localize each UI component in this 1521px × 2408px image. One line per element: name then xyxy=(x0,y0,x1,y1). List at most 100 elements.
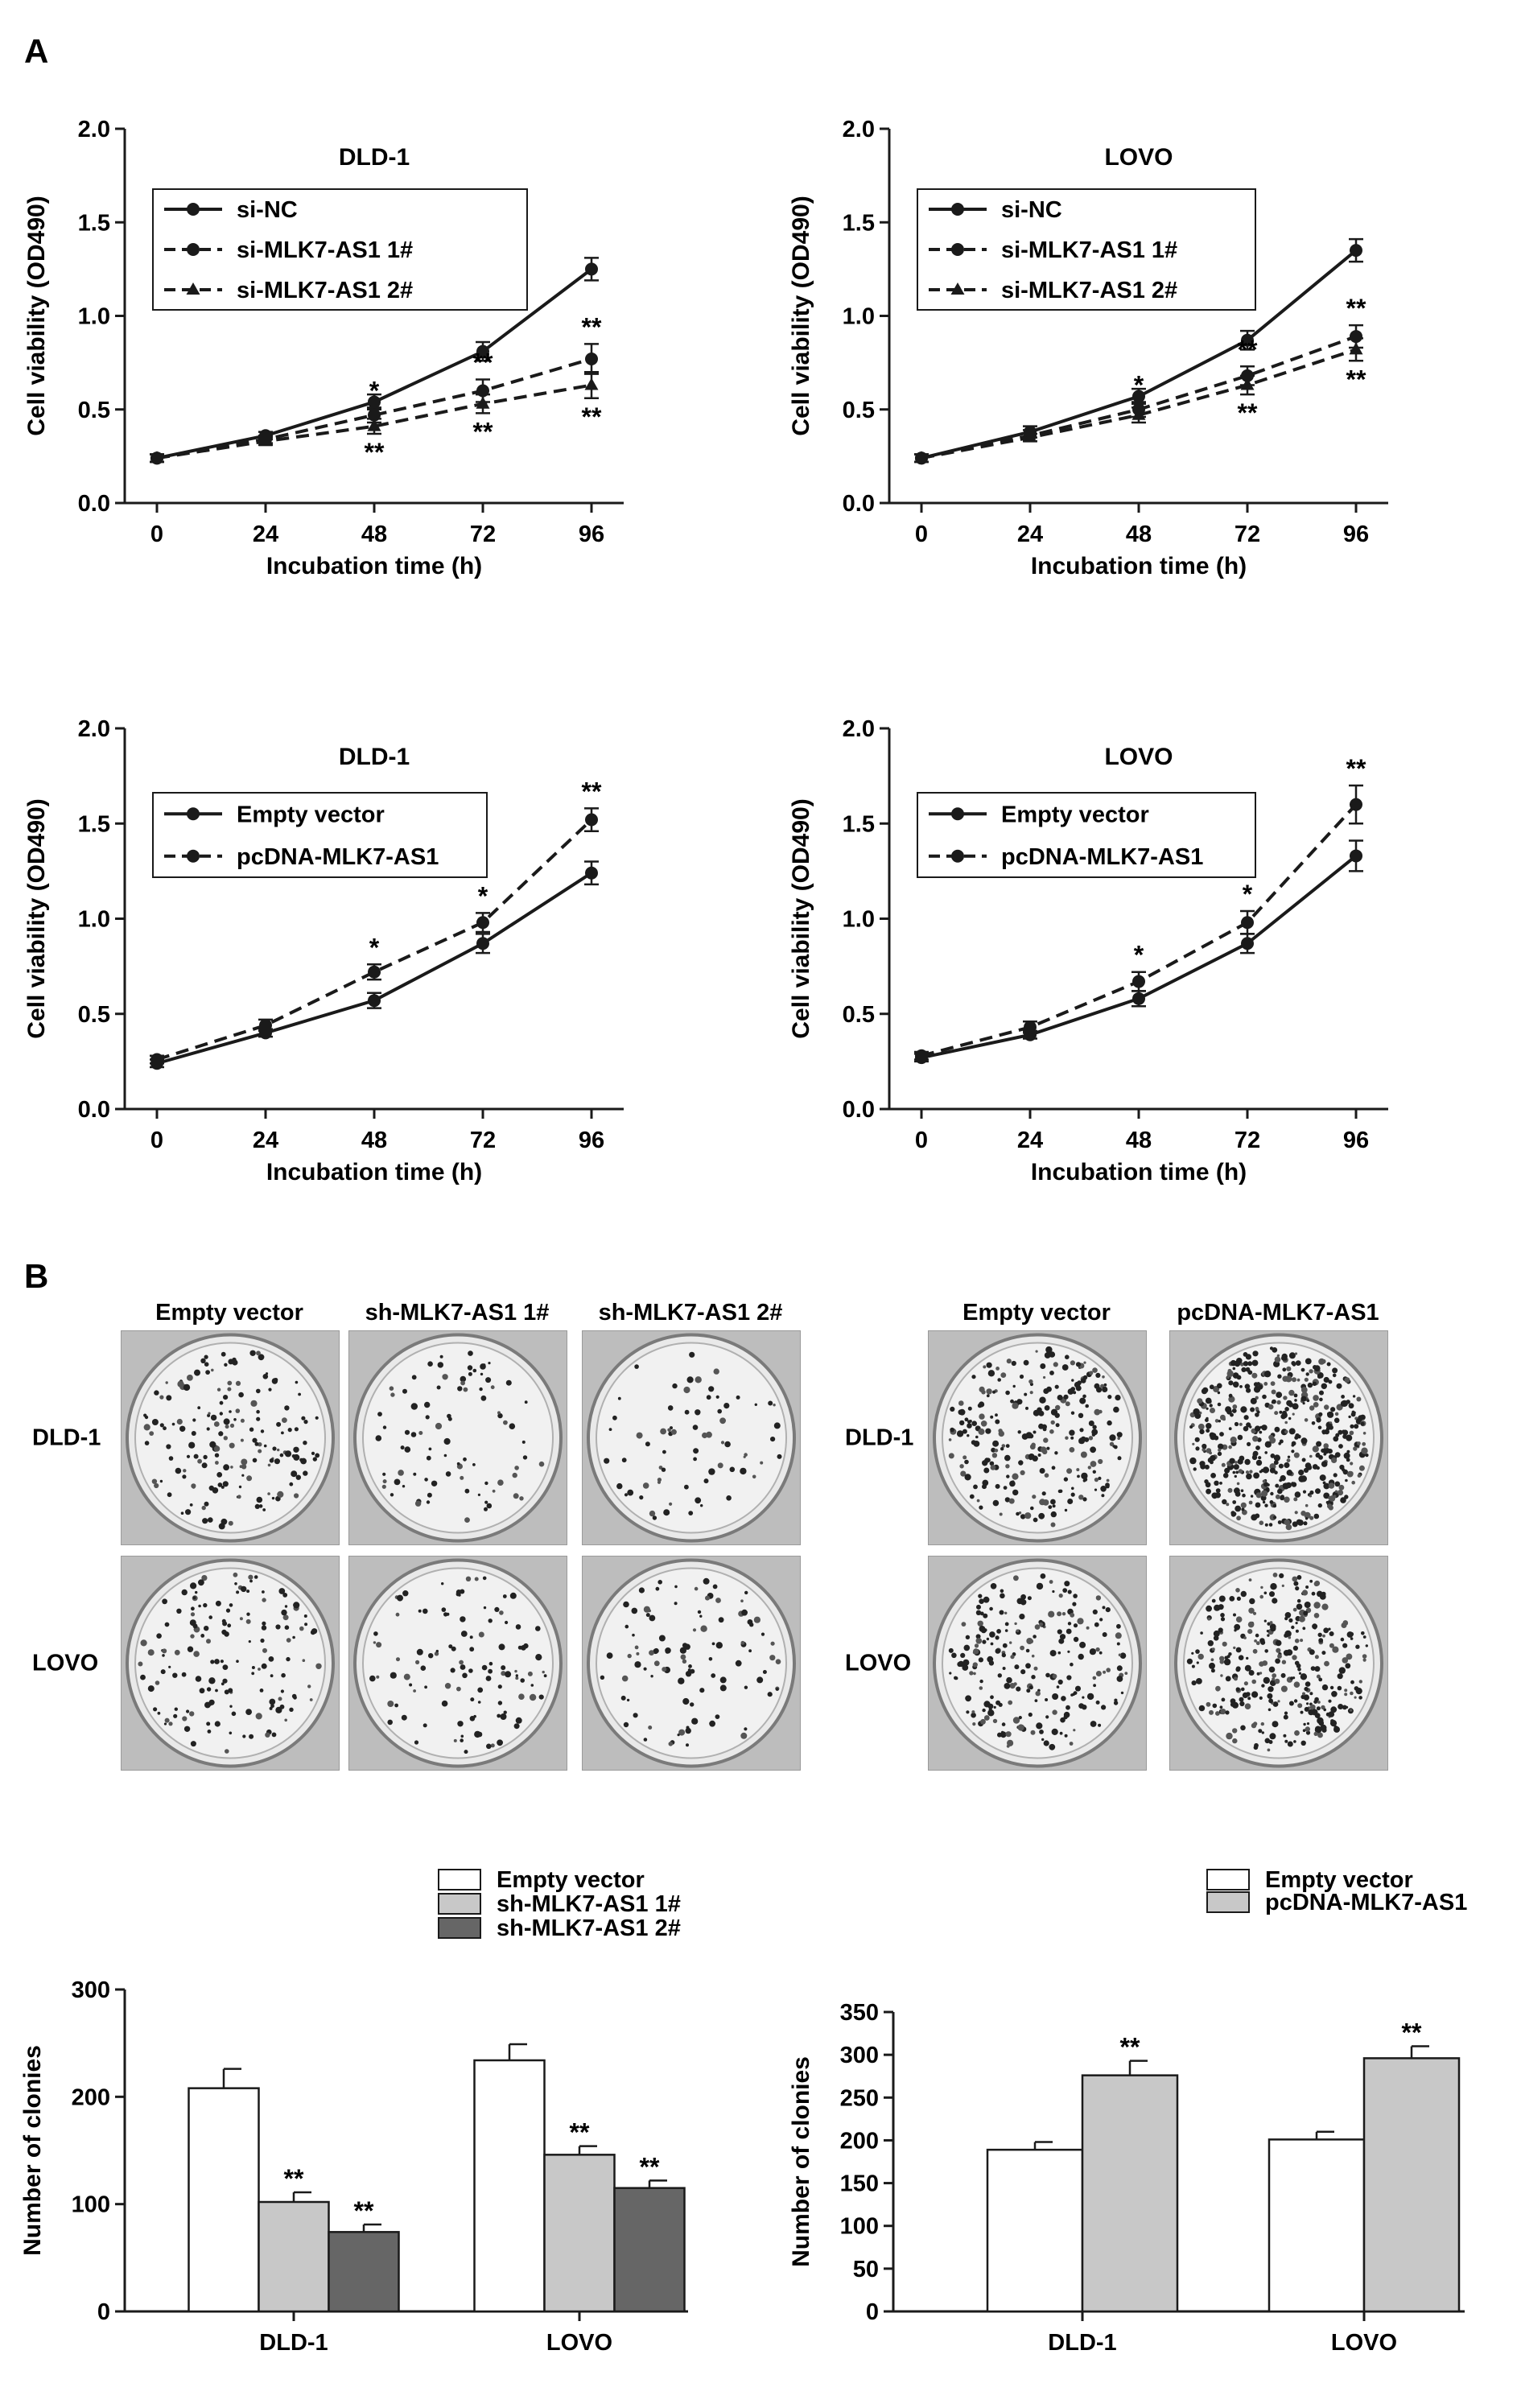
colony xyxy=(1282,1483,1287,1487)
colony xyxy=(1262,1394,1267,1400)
colony xyxy=(538,1694,544,1700)
colony xyxy=(1205,1482,1211,1488)
colony xyxy=(652,1515,657,1520)
colony xyxy=(1288,1635,1292,1639)
colony xyxy=(208,1485,214,1491)
colony xyxy=(1298,1470,1305,1476)
colony xyxy=(980,1718,986,1725)
colony xyxy=(1035,1350,1038,1353)
colony xyxy=(1105,1482,1110,1488)
colony xyxy=(518,1693,525,1700)
colony xyxy=(1320,1593,1324,1598)
colony xyxy=(1296,1663,1301,1668)
colony xyxy=(460,1616,466,1623)
colony xyxy=(1058,1638,1065,1644)
colony xyxy=(1232,1500,1237,1504)
colony xyxy=(481,1664,488,1671)
colony xyxy=(522,1455,528,1460)
plate-row-label: DLD-1 xyxy=(32,1425,101,1451)
colony xyxy=(217,1482,223,1487)
plate-row-label: LOVO xyxy=(845,1651,911,1676)
colony xyxy=(1309,1495,1313,1498)
colony xyxy=(1301,1458,1306,1462)
colony xyxy=(293,1446,299,1453)
colony xyxy=(1010,1399,1014,1404)
colony xyxy=(1261,1731,1264,1734)
colony xyxy=(1276,1354,1280,1358)
colony xyxy=(1061,1364,1069,1371)
colony xyxy=(1045,1672,1050,1678)
colony xyxy=(238,1392,244,1398)
colony xyxy=(515,1624,521,1630)
colony xyxy=(166,1444,171,1449)
colony xyxy=(995,1483,1000,1489)
data-point xyxy=(367,419,381,431)
x-tick-label: 24 xyxy=(1017,522,1043,547)
colony xyxy=(1085,1404,1089,1408)
colony xyxy=(206,1687,212,1692)
colony xyxy=(1323,1708,1326,1712)
colony xyxy=(373,1641,377,1644)
colony xyxy=(1229,1596,1235,1602)
colony xyxy=(987,1370,995,1377)
colony xyxy=(164,1622,170,1627)
colony xyxy=(183,1383,191,1392)
colony xyxy=(1043,1740,1049,1746)
colony xyxy=(1304,1706,1309,1712)
colony xyxy=(658,1635,666,1642)
colony xyxy=(1355,1688,1362,1695)
colony xyxy=(1264,1649,1268,1653)
colony xyxy=(236,1590,240,1594)
legend-label: si-MLK7-AS1 2# xyxy=(237,278,413,303)
colony xyxy=(1319,1390,1324,1396)
colony xyxy=(387,1719,393,1726)
colony xyxy=(768,1400,773,1406)
colony xyxy=(1236,1482,1240,1486)
colony xyxy=(1247,1697,1251,1701)
colony xyxy=(205,1370,210,1375)
significance-label: ** xyxy=(1402,2018,1422,2047)
colony xyxy=(962,1659,970,1666)
colony xyxy=(678,1677,685,1684)
colony xyxy=(174,1649,180,1656)
significance-label: ** xyxy=(1346,365,1366,394)
colony xyxy=(695,1409,701,1416)
data-point xyxy=(259,1018,272,1032)
colony xyxy=(1237,1434,1243,1441)
colony xyxy=(512,1472,517,1478)
colony xyxy=(311,1451,315,1455)
colony xyxy=(1275,1494,1280,1499)
colony xyxy=(503,1710,507,1714)
colony xyxy=(1035,1691,1041,1697)
dish-inner xyxy=(134,1342,326,1534)
colony xyxy=(1232,1470,1236,1474)
colony xyxy=(1211,1647,1215,1651)
colony xyxy=(1210,1658,1214,1662)
colony xyxy=(1106,1478,1110,1482)
colony xyxy=(740,1640,745,1645)
colony xyxy=(1236,1596,1241,1601)
data-point xyxy=(476,344,489,358)
colony xyxy=(483,1606,487,1610)
colony xyxy=(1300,1673,1308,1680)
colony xyxy=(1264,1503,1268,1507)
colony xyxy=(282,1614,289,1621)
colony xyxy=(993,1705,996,1709)
colony xyxy=(293,1453,300,1461)
colony xyxy=(1210,1668,1215,1673)
colony xyxy=(1274,1678,1280,1684)
colony xyxy=(1232,1404,1238,1409)
colony xyxy=(1226,1408,1232,1415)
colony xyxy=(394,1703,398,1708)
colony xyxy=(1048,1505,1053,1509)
colony xyxy=(207,1413,211,1417)
colony xyxy=(228,1359,234,1365)
colony xyxy=(450,1668,455,1673)
data-point xyxy=(1132,992,1145,1005)
colony xyxy=(1302,1627,1306,1631)
colony xyxy=(1305,1585,1309,1589)
colony xyxy=(1070,1411,1075,1415)
colony xyxy=(462,1672,468,1679)
colony xyxy=(1261,1425,1268,1431)
colony xyxy=(608,1428,612,1431)
